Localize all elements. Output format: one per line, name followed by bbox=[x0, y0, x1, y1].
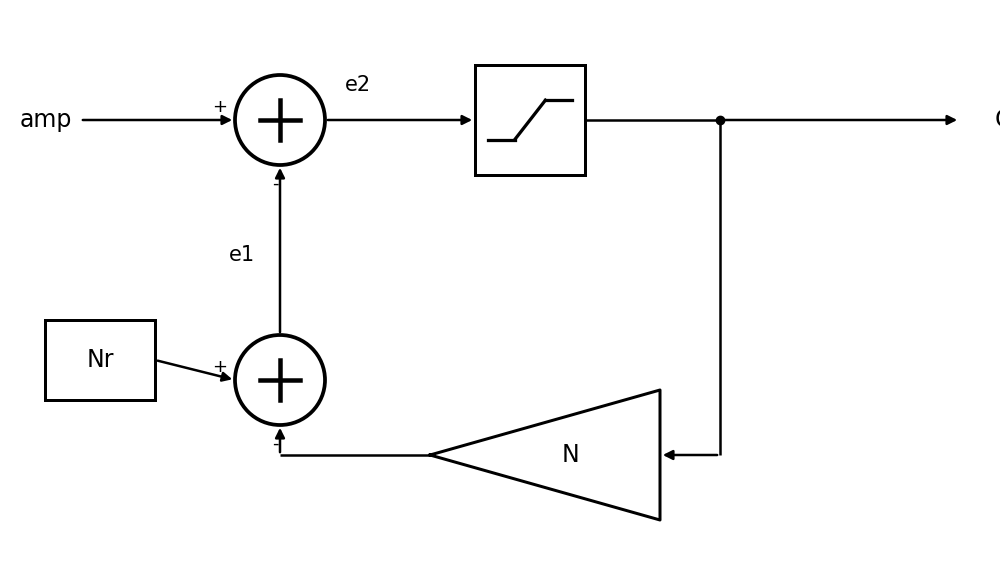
Text: Ctr: Ctr bbox=[995, 108, 1000, 132]
Text: N: N bbox=[561, 443, 579, 467]
Text: -: - bbox=[272, 435, 278, 453]
Text: +: + bbox=[212, 97, 227, 115]
Text: e2: e2 bbox=[345, 75, 371, 95]
Text: amp: amp bbox=[20, 108, 72, 132]
Bar bbox=[45, 320, 155, 400]
Text: -: - bbox=[272, 175, 278, 193]
Text: +: + bbox=[212, 358, 227, 375]
Bar bbox=[475, 65, 585, 175]
Text: e1: e1 bbox=[229, 245, 255, 265]
Text: Nr: Nr bbox=[86, 348, 114, 372]
